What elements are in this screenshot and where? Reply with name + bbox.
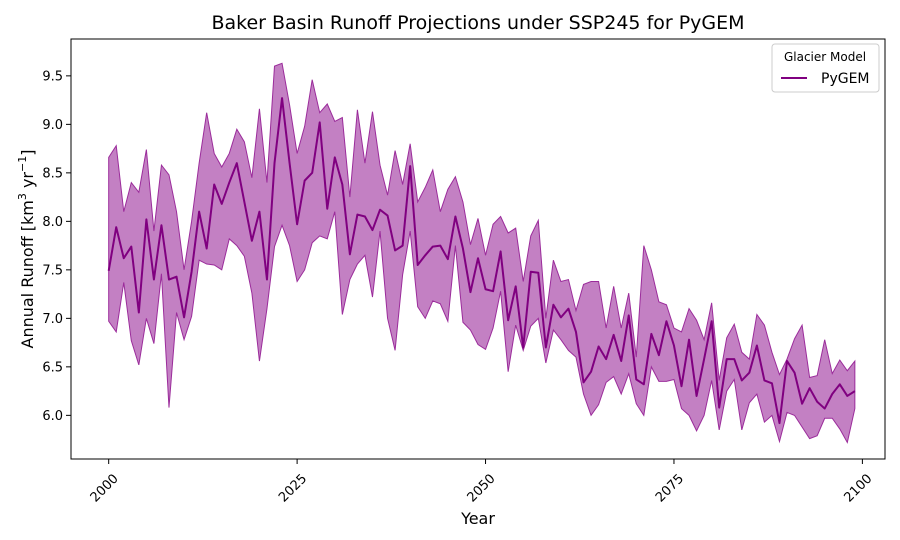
mean-line-pygem xyxy=(107,97,856,425)
plot-area xyxy=(107,62,856,444)
y-axis-label: Annual Runoff [km3 yr−1] xyxy=(16,150,37,349)
y-tick-label: 7.0 xyxy=(42,312,63,327)
x-tick-label: 2075 xyxy=(653,471,687,505)
y-tick-label: 9.0 xyxy=(42,118,63,133)
x-tick-label: 2000 xyxy=(88,471,122,505)
x-axis: 2000 2025 2050 2075 2100 xyxy=(88,459,875,505)
x-tick-label: 2025 xyxy=(276,471,310,505)
chart-title: Baker Basin Runoff Projections under SSP… xyxy=(211,12,744,34)
y-tick-label: 8.5 xyxy=(42,166,63,181)
legend: Glacier Model PyGEM xyxy=(771,43,880,93)
y-tick-label: 7.5 xyxy=(42,263,63,278)
y-tick-label: 6.0 xyxy=(42,409,63,424)
y-axis: 6.0 6.5 7.0 7.5 8.0 8.5 9.0 9.5 xyxy=(42,69,71,424)
legend-title: Glacier Model xyxy=(784,50,866,64)
y-tick-label: 8.0 xyxy=(42,215,63,230)
legend-box xyxy=(771,43,880,93)
y-tick-label: 9.5 xyxy=(42,69,63,84)
x-tick-label: 2050 xyxy=(465,471,499,505)
uncertainty-band-pygem xyxy=(108,62,856,444)
x-axis-label: Year xyxy=(460,509,495,528)
plot-frame xyxy=(70,38,886,460)
y-tick-label: 6.5 xyxy=(42,360,63,375)
legend-entry-pygem: PyGEM xyxy=(821,71,870,87)
x-tick-label: 2100 xyxy=(841,471,875,505)
